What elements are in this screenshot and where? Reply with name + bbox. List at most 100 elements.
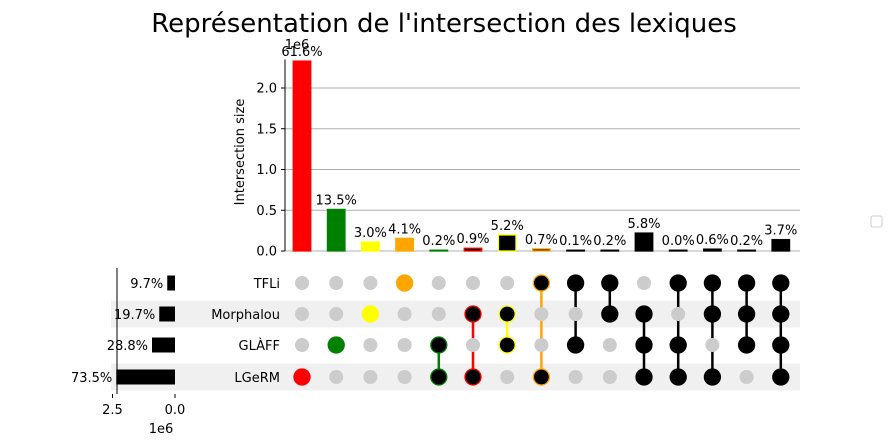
intersection-bar	[463, 247, 483, 252]
matrix-dot-active	[669, 274, 687, 292]
bar-pct-label: 61.6%	[281, 45, 322, 60]
matrix-dot-inactive	[363, 276, 378, 290]
matrix-dot-inactive	[363, 370, 378, 384]
set-size-bar	[152, 337, 175, 353]
matrix-dot-active	[601, 274, 619, 292]
bar-pct-label: 5.2%	[491, 219, 524, 234]
matrix-dot-active	[669, 368, 687, 386]
matrix-dot-inactive	[329, 370, 344, 384]
x-tick-label: 0.0	[165, 403, 186, 418]
matrix-dot-inactive	[295, 338, 309, 352]
set-pct-label: 28.8%	[107, 339, 148, 354]
chart-title: Représentation de l'intersection des lex…	[151, 9, 737, 39]
matrix-dot-inactive	[739, 370, 754, 384]
set-name-label: TFLi	[253, 277, 280, 292]
intersection-bar	[395, 237, 415, 252]
matrix-dot-inactive	[568, 370, 583, 384]
matrix-dot-active	[772, 305, 790, 323]
matrix-dot-active	[737, 274, 756, 292]
matrix-dot-inactive	[500, 276, 515, 290]
matrix-dot-inactive	[431, 276, 446, 290]
bar-pct-label: 0.2%	[422, 234, 455, 249]
matrix-dot-active	[464, 368, 482, 386]
intersection-bar	[634, 232, 654, 252]
set-size-bar	[116, 369, 175, 385]
y-tick-label: 0.0	[256, 245, 277, 260]
matrix-dot-inactive	[295, 276, 309, 290]
matrix-dot-inactive	[671, 307, 686, 321]
intersection-bar	[600, 249, 620, 252]
intersection-bar	[532, 248, 551, 252]
intersection-bar	[566, 249, 585, 252]
set-pct-label: 9.7%	[130, 277, 163, 292]
intersection-bar	[326, 208, 346, 252]
x-tick-label: 2.5	[102, 403, 123, 418]
matrix-dot-inactive	[363, 338, 378, 352]
matrix-dot-inactive	[431, 307, 446, 321]
matrix-panel: TFLi Morphalou GLÀFF LGeRM	[111, 274, 800, 391]
matrix-dot-inactive	[329, 307, 344, 321]
matrix-dot-inactive	[705, 338, 720, 352]
matrix-dot-inactive	[637, 276, 651, 290]
matrix-dot-active	[430, 368, 448, 386]
matrix-dot-active	[772, 336, 790, 354]
bar-pct-label: 5.8%	[627, 217, 660, 232]
matrix-dot-active	[669, 336, 687, 354]
matrix-dot-active	[703, 274, 722, 292]
set-name-label: LGeRM	[234, 371, 280, 386]
intersection-bar	[429, 249, 449, 252]
matrix-dot-active	[395, 274, 414, 292]
matrix-dot-inactive	[534, 338, 549, 352]
bar-pct-label: 13.5%	[316, 193, 357, 208]
set-pct-label: 73.5%	[71, 371, 112, 386]
matrix-dot-active	[703, 305, 722, 323]
y-axis-multiplier: 1e6	[285, 38, 310, 53]
bar-pct-label: 4.1%	[388, 222, 421, 237]
y-axis-label: Intersection size	[233, 99, 248, 206]
bar-pct-label: 0.9%	[456, 232, 489, 247]
bar-pct-label: 0.2%	[730, 234, 763, 249]
matrix-dot-active	[327, 336, 345, 354]
matrix-dot-active	[566, 336, 585, 354]
intersection-bar	[497, 234, 517, 252]
bar-pct-label: 0.0%	[662, 234, 695, 249]
matrix-dot-active	[430, 336, 448, 354]
intersection-bar	[668, 249, 688, 252]
bar-pct-label: 0.6%	[696, 233, 729, 248]
matrix-dot-active	[737, 305, 756, 323]
intersection-bars-panel: 0.00.51.01.52.061.6%13.5%3.0% 4.1%0.2% 0.9…	[256, 45, 800, 260]
set-size-panel: 9.7% 19.7% 28.8% 73.5% 2.5 0.0	[71, 268, 185, 418]
intersection-bar	[360, 241, 380, 252]
set-size-multiplier: 1e6	[149, 422, 174, 437]
set-size-bar	[167, 275, 175, 291]
bar-pct-label: 0.1%	[559, 234, 592, 249]
set-pct-label: 19.7%	[114, 308, 155, 323]
set-name-label: GLÀFF	[239, 338, 280, 354]
matrix-dot-active	[361, 305, 380, 323]
intersection-bar	[703, 248, 722, 252]
bar-pct-label: 3.7%	[764, 224, 797, 239]
matrix-dot-inactive	[466, 338, 480, 352]
y-tick-label: 1.5	[256, 122, 277, 137]
intersection-bar	[771, 238, 791, 252]
set-name-label: Morphalou	[211, 308, 280, 323]
matrix-dot-inactive	[329, 276, 344, 290]
y-tick-label: 0.5	[256, 204, 277, 219]
y-tick-label: 2.0	[256, 82, 277, 97]
bar-pct-label: 0.2%	[593, 234, 626, 249]
matrix-dot-active	[635, 305, 653, 323]
y-tick-label: 1.0	[256, 163, 277, 178]
matrix-dot-inactive	[295, 307, 309, 321]
matrix-dot-active	[566, 274, 585, 292]
matrix-dot-inactive	[466, 276, 480, 290]
matrix-dot-inactive	[397, 338, 412, 352]
matrix-dot-active	[293, 368, 311, 386]
legend-box	[870, 215, 883, 228]
matrix-dot-active	[601, 305, 619, 323]
matrix-dot-inactive	[602, 370, 617, 384]
matrix-dot-active	[635, 336, 653, 354]
intersection-bar	[292, 60, 312, 252]
matrix-dot-active	[703, 368, 722, 386]
matrix-dot-active	[635, 368, 653, 386]
